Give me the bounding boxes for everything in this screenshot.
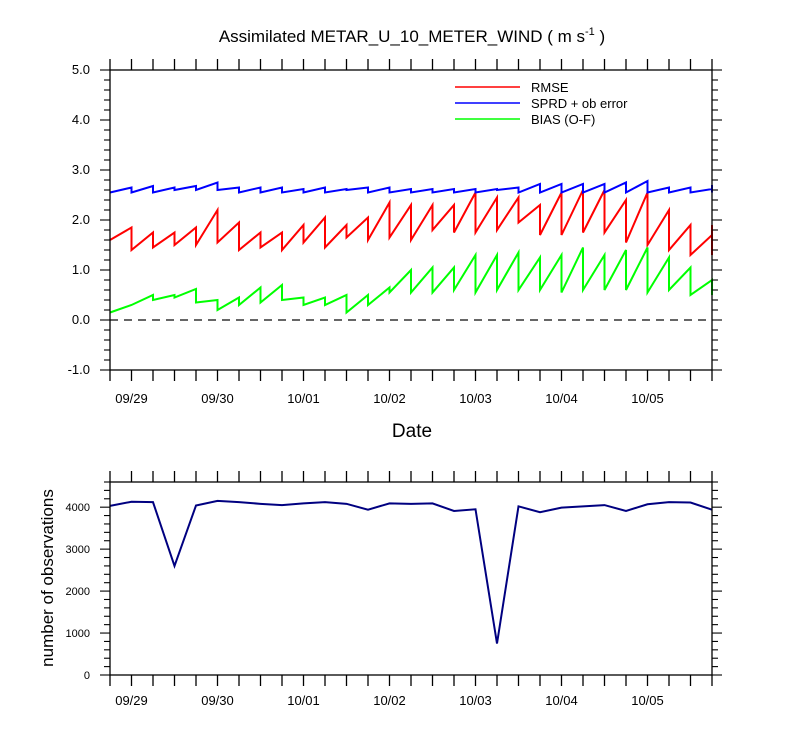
y-tick-label: 0 bbox=[84, 670, 90, 682]
chart-title: Assimilated METAR_U_10_METER_WIND ( m s-… bbox=[219, 26, 605, 46]
series-sprd-ob-error-line bbox=[109, 179, 713, 195]
y-tick-label: 3.0 bbox=[72, 162, 90, 177]
y-tick-label: 3000 bbox=[66, 544, 90, 556]
y-tick-label: 1.0 bbox=[72, 262, 90, 277]
bottom-x-tick-labels: 09/29 09/30 10/01 10/02 10/03 10/04 10/05 bbox=[115, 693, 664, 708]
bottom-plot-frame bbox=[109, 481, 713, 676]
x-tick-label: 10/04 bbox=[545, 693, 578, 708]
x-tick-label: 10/03 bbox=[459, 391, 492, 406]
x-tick-label: 10/02 bbox=[373, 693, 406, 708]
y-tick-label: 4000 bbox=[66, 502, 90, 514]
x-tick-label: 10/05 bbox=[631, 693, 664, 708]
bottom-plot: 0 1000 2000 3000 4000 09/29 09/30 10/01 10/02 10… bbox=[38, 471, 722, 708]
bottom-series-group bbox=[109, 499, 713, 644]
top-y-tick-labels: -1.0 0.0 1.0 2.0 3.0 4.0 5.0 bbox=[68, 62, 90, 377]
x-tick-label: 09/29 bbox=[115, 391, 148, 406]
y-axis-label: number of observations bbox=[38, 489, 57, 667]
y-tick-label: 1000 bbox=[66, 628, 90, 640]
y-tick-label: 2.0 bbox=[72, 212, 90, 227]
top-plot: -1.0 0.0 1.0 2.0 3.0 4.0 5.0 09/29 09/30 10/01 10… bbox=[68, 59, 722, 442]
legend-label-bias-o-f: BIAS (O-F) bbox=[531, 112, 595, 127]
y-tick-label: 4.0 bbox=[72, 112, 90, 127]
x-tick-label: 09/30 bbox=[201, 391, 234, 406]
y-tick-label: 2000 bbox=[66, 586, 90, 598]
y-tick-label: 0.0 bbox=[72, 312, 90, 327]
x-tick-label: 10/01 bbox=[287, 391, 320, 406]
legend-label-sprd-ob-error: SPRD + ob error bbox=[531, 96, 628, 111]
y-tick-label: 5.0 bbox=[72, 62, 90, 77]
x-tick-label: 10/04 bbox=[545, 391, 578, 406]
x-tick-label: 10/03 bbox=[459, 693, 492, 708]
x-tick-label: 10/02 bbox=[373, 391, 406, 406]
x-axis-label: Date bbox=[392, 421, 432, 442]
x-tick-label: 09/29 bbox=[115, 693, 148, 708]
x-tick-label: 10/01 bbox=[287, 693, 320, 708]
y-tick-label: -1.0 bbox=[68, 362, 90, 377]
top-series-group bbox=[109, 179, 713, 315]
legend-label-rmse: RMSE bbox=[531, 80, 569, 95]
x-tick-label: 09/30 bbox=[201, 693, 234, 708]
top-tick-group bbox=[100, 59, 722, 381]
series-bias-o-f-line bbox=[109, 247, 713, 315]
bottom-tick-group bbox=[100, 471, 722, 686]
observations-line bbox=[109, 499, 713, 644]
series-rmse-line bbox=[109, 189, 713, 258]
x-tick-label: 10/05 bbox=[631, 391, 664, 406]
bottom-y-tick-labels: 0 1000 2000 3000 4000 bbox=[66, 502, 90, 682]
top-x-tick-labels: 09/29 09/30 10/01 10/02 10/03 10/04 10/05 bbox=[115, 391, 664, 406]
